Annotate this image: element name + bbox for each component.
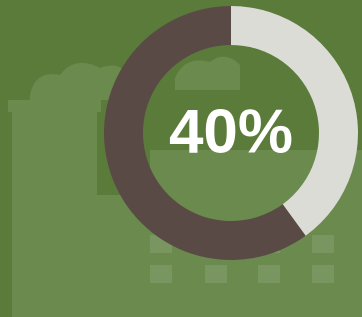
chart: 40% xyxy=(0,0,362,317)
page: {"chart_data": {"type": "donut", "values… xyxy=(0,0,362,317)
center-label: 40% xyxy=(169,97,293,166)
